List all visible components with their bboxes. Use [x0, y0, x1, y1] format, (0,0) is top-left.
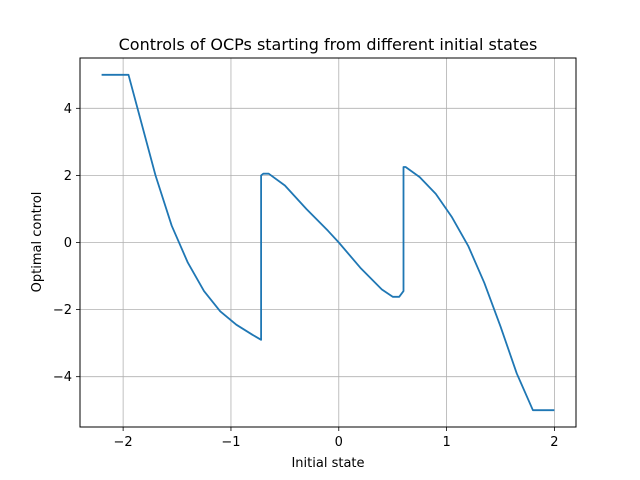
plot-frame — [79, 57, 577, 428]
y-tick-label: −4 — [53, 370, 72, 385]
y-tick-label: 0 — [64, 236, 72, 251]
x-tick-label: −1 — [221, 435, 240, 450]
y-tick-label: −2 — [53, 303, 72, 318]
ticks: −2 −1 0 1 2 −4 −2 0 2 4 — [53, 102, 559, 450]
series-line — [101, 73, 555, 412]
x-tick-label: 2 — [550, 435, 558, 450]
x-axis-label: Initial state — [291, 456, 364, 471]
grid — [80, 58, 576, 427]
y-tick-label: 2 — [64, 169, 72, 184]
y-axis-label: Optimal control — [30, 192, 45, 293]
x-tick-label: 1 — [442, 435, 450, 450]
x-tick-label: 0 — [335, 435, 343, 450]
chart-title: Controls of OCPs starting from different… — [119, 35, 538, 54]
x-tick-label: −2 — [114, 435, 133, 450]
y-tick-label: 4 — [64, 102, 72, 117]
